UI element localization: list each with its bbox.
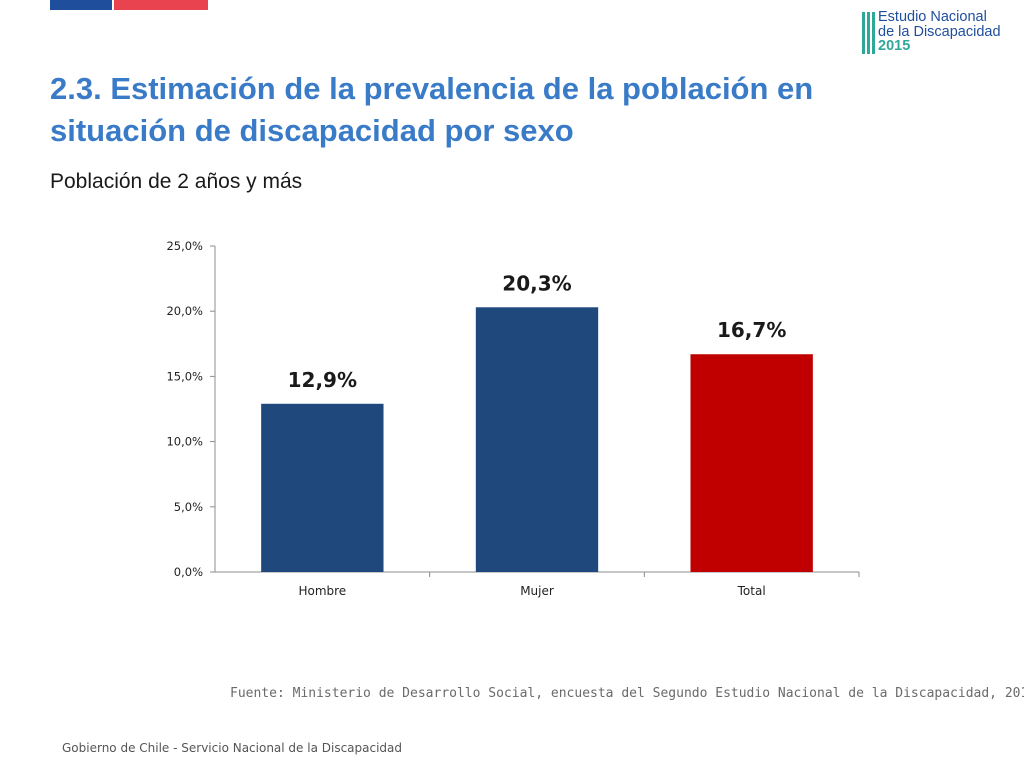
data-label: 12,9% bbox=[288, 368, 357, 392]
prevalence-bar-chart: 0,0% 5,0% 10,0% 15,0% 20,0% 25,0% 12,9% Hombre 2… bbox=[166, 239, 860, 598]
logo-line-1: Estudio Nacional bbox=[878, 9, 987, 25]
bar bbox=[690, 354, 813, 572]
y-tick-label: 25,0% bbox=[166, 239, 203, 253]
logo-stripes-icon bbox=[862, 12, 876, 54]
footer-text: Gobierno de Chile - Servicio Nacional de… bbox=[62, 741, 403, 755]
page-subtitle: Población de 2 años y más bbox=[50, 170, 303, 193]
x-category-label: Hombre bbox=[298, 584, 346, 598]
y-tick-label: 0,0% bbox=[174, 565, 203, 579]
flag-red-bar bbox=[114, 0, 208, 10]
data-label: 20,3% bbox=[502, 271, 571, 295]
logo-line-2: de la Discapacidad bbox=[878, 23, 1001, 40]
data-label: 16,7% bbox=[717, 318, 786, 342]
y-tick-label: 15,0% bbox=[166, 369, 203, 383]
source-note: Fuente: Ministerio de Desarrollo Social,… bbox=[230, 686, 1024, 701]
logo-year: 2015 bbox=[878, 38, 911, 54]
page-title: 2.3. Estimación de la prevalencia de la … bbox=[50, 71, 814, 148]
y-tick-label: 5,0% bbox=[174, 500, 203, 514]
bar bbox=[475, 307, 599, 572]
x-category-label: Mujer bbox=[520, 584, 554, 598]
x-category-label: Total bbox=[737, 584, 766, 598]
y-tick-label: 10,0% bbox=[166, 435, 203, 449]
flag-blue-bar bbox=[50, 0, 112, 10]
estudio-nacional-logo: Estudio Nacional de la Discapacidad 2015 bbox=[862, 10, 1012, 58]
bar bbox=[261, 403, 384, 572]
y-tick-label: 20,0% bbox=[166, 304, 203, 318]
